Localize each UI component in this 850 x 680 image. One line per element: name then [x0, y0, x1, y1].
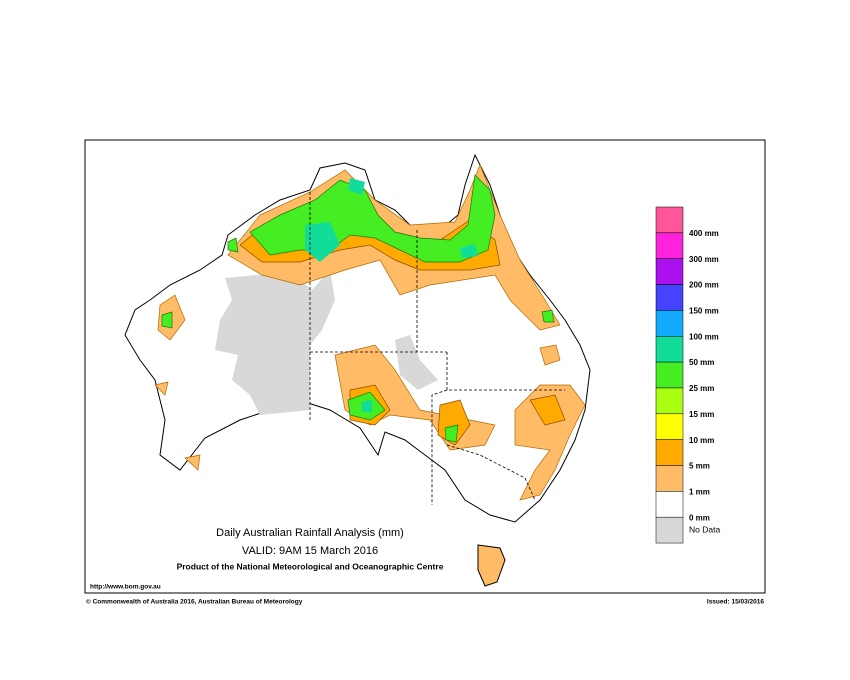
legend-swatch [655, 361, 684, 389]
legend-swatch [655, 310, 684, 337]
legend: 400 mm 300 mm 200 mm 150 mm 100 mm 50 mm 25 mm… [655, 206, 720, 544]
product-note: Product of the National Meteorological a… [177, 561, 444, 571]
legend-swatch [655, 206, 684, 234]
legend-swatch [655, 258, 684, 285]
legend-label: 5 mm [689, 462, 710, 471]
legend-label: 200 mm [689, 281, 719, 290]
issued-date: Issued: 15/03/2016 [707, 599, 764, 606]
legend-label: 300 mm [689, 255, 719, 264]
legend-label: 10 mm [689, 436, 714, 445]
valid-time: VALID: 9AM 15 March 2016 [242, 545, 378, 557]
legend-swatch [655, 413, 684, 440]
map-title: Daily Australian Rainfall Analysis (mm) [216, 527, 404, 539]
legend-label: 400 mm [689, 229, 719, 238]
legend-swatch [655, 232, 684, 259]
legend-label: 150 mm [689, 307, 719, 316]
legend-label: 100 mm [689, 332, 719, 341]
state-border [446, 444, 536, 501]
legend-label: No Data [689, 524, 720, 534]
legend-swatch [655, 387, 684, 415]
legend-label: 15 mm [689, 410, 714, 419]
state-border [431, 389, 448, 505]
legend-label: 25 mm [689, 384, 714, 393]
tasmania [477, 544, 506, 587]
legend-swatch [655, 465, 684, 492]
legend-swatch [655, 336, 684, 363]
legend-label: 0 mm [689, 513, 710, 522]
legend-swatch [655, 516, 684, 544]
no-data-area [215, 270, 438, 415]
copyright: © Commonwealth of Australia 2016, Austra… [86, 598, 303, 606]
map [124, 153, 591, 587]
state-borders [309, 192, 565, 505]
legend-swatch [655, 439, 684, 466]
legend-swatch [655, 491, 684, 518]
legend-label: 1 mm [689, 487, 710, 496]
rain-15-50mm [161, 174, 555, 443]
url: http://www.bom.gov.au [90, 584, 161, 591]
legend-label: 50 mm [689, 358, 714, 367]
legend-swatch [655, 284, 684, 311]
